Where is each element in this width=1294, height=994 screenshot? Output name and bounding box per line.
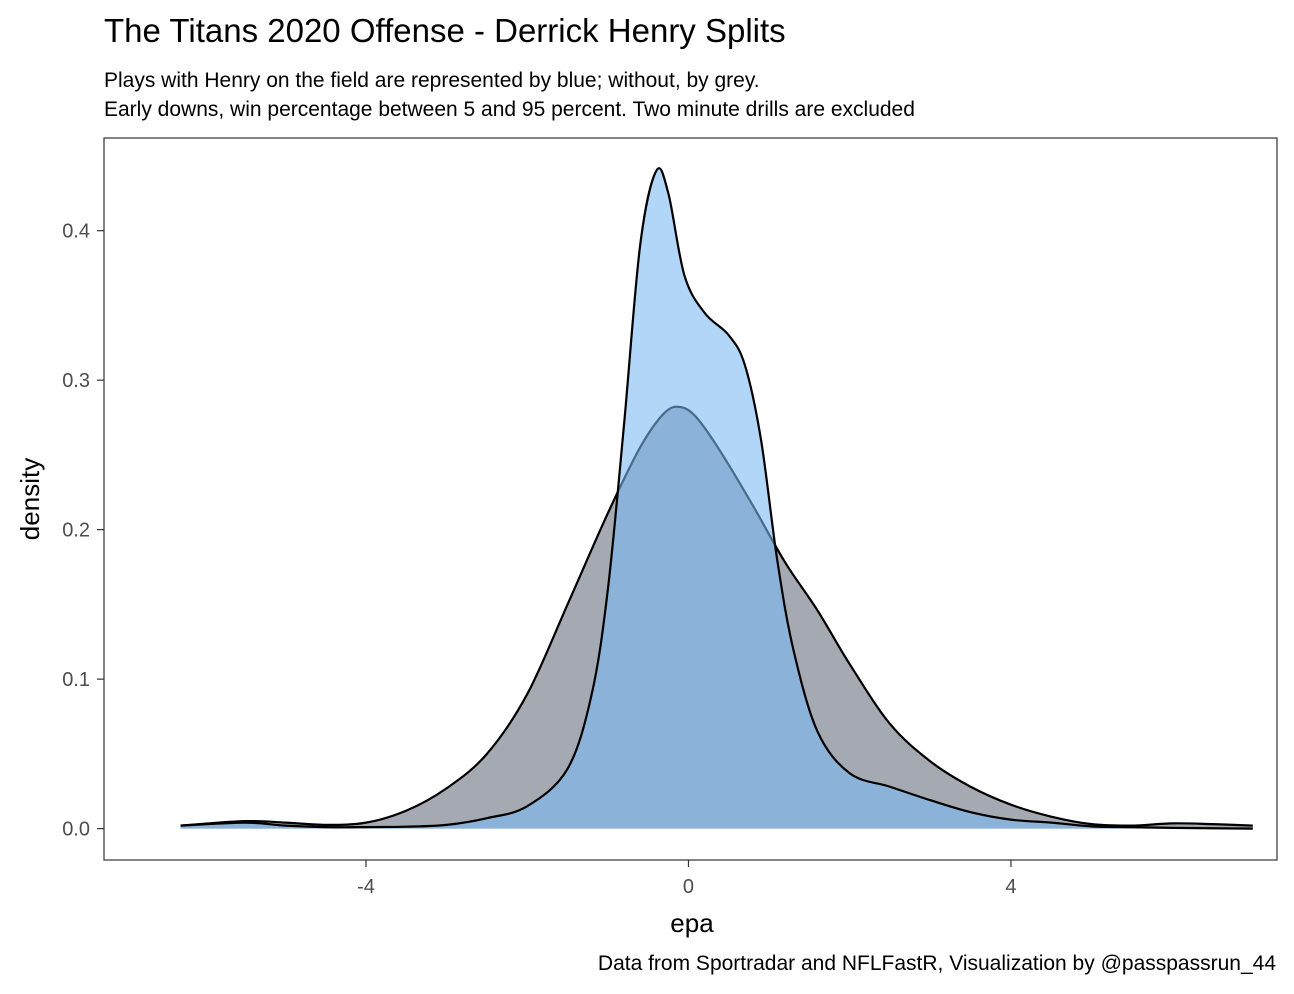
chart-title: The Titans 2020 Offense - Derrick Henry …	[104, 12, 786, 49]
density-line-2	[180, 167, 1253, 830]
panel-border	[103, 137, 1278, 861]
y-tick-label: 0.2	[62, 520, 90, 542]
x-tick-label: 0	[683, 876, 694, 898]
x-tick-label: 4	[1005, 876, 1016, 898]
x-tick-label: -4	[357, 876, 375, 898]
y-tick-label: 0.0	[62, 819, 90, 841]
chart-caption: Data from Sportradar and NFLFastR, Visua…	[597, 952, 1276, 975]
density-area-2	[180, 168, 1253, 829]
y-tick-label: 0.1	[62, 669, 90, 691]
x-axis-title: epa	[670, 908, 714, 938]
subtitle-line-1: Plays with Henry on the field are repres…	[104, 69, 760, 92]
y-tick-label: 0.3	[62, 370, 90, 392]
chart-subtitle: Plays with Henry on the field are repres…	[104, 66, 915, 124]
y-tick-label: 0.4	[62, 221, 90, 243]
subtitle-line-2: Early downs, win percentage between 5 an…	[104, 98, 915, 121]
y-axis-title: density	[15, 458, 45, 540]
